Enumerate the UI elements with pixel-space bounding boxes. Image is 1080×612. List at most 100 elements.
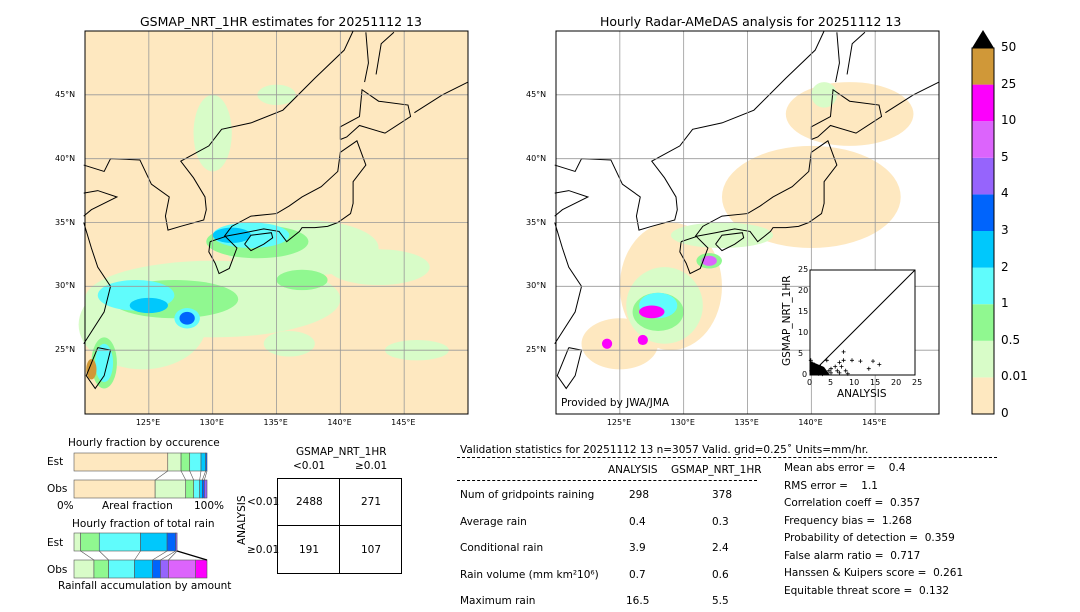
stat-analysis-value: 3.9	[629, 542, 646, 554]
fraction-bar-segment	[204, 479, 208, 499]
contingency-col-2: ≥0.01	[355, 460, 388, 472]
scatter-point	[850, 358, 854, 363]
fraction-bar-segment	[180, 452, 191, 472]
colorbar-label: 2	[1001, 259, 1009, 274]
stat-label: Conditional rain	[460, 542, 544, 554]
coastline	[85, 347, 112, 390]
right-map-title: Hourly Radar-AMeDAS analysis for 2025111…	[600, 14, 902, 29]
fraction-bar-segment	[160, 559, 169, 579]
fraction-connector	[202, 470, 206, 481]
coastline	[208, 235, 238, 275]
cell-hit: 107	[361, 544, 382, 556]
colorbar-segment	[972, 157, 994, 195]
lat-tick-label: 30°N	[526, 281, 547, 291]
lon-tick-label: 135°E	[263, 418, 288, 427]
table-divider	[277, 525, 401, 526]
lon-tick-label: 145°E	[391, 418, 416, 427]
coastline	[83, 190, 119, 217]
colorbar-segment	[972, 194, 994, 231]
stat-gsmap-value: 0.3	[712, 515, 729, 528]
lat-tick-label: 25°N	[526, 345, 547, 355]
scatter-ylabel: GSMAP_NRT_1HR	[781, 275, 793, 366]
colorbar-label: 10	[1001, 113, 1017, 128]
colorbar-label: 5	[1001, 149, 1009, 164]
scatter-y-tick: 5	[798, 349, 804, 358]
lon-tick-label: 140°E	[798, 418, 823, 427]
map-frame	[555, 30, 940, 415]
coastline	[715, 232, 745, 252]
lat-tick-label: 25°N	[55, 345, 76, 355]
credit-text: Provided by JWA/JMA	[561, 397, 670, 409]
coastline	[244, 232, 274, 252]
scatter-y-tick: 20	[798, 286, 809, 295]
lon-tick-label: 130°E	[670, 418, 695, 427]
scatter-x-tick: 0	[807, 378, 813, 387]
lon-tick-label: 125°E	[135, 418, 161, 427]
rain-area	[327, 249, 430, 286]
stats-col-gsmap: GSMAP_NRT_1HR	[671, 464, 762, 476]
fraction-bar-segment	[166, 532, 177, 552]
map-frame	[84, 30, 469, 415]
rain-area	[701, 255, 717, 266]
fraction-connector	[80, 550, 95, 561]
scatter-point	[845, 371, 850, 376]
scatter-y-tick: 10	[798, 328, 809, 337]
colorbar-frame	[971, 47, 995, 415]
scatter-point	[841, 358, 846, 363]
contingency-col-1: <0.01	[293, 460, 326, 472]
colorbar-segment	[972, 84, 994, 122]
rain-area	[95, 343, 114, 383]
colorbar-label: 0.01	[1001, 369, 1028, 384]
stat-analysis-value: 298	[629, 489, 650, 501]
stat-analysis-value: 0.7	[629, 568, 646, 581]
coastline	[364, 32, 369, 83]
fraction-bar-segment	[205, 452, 208, 472]
scatter-y-tick: 0	[802, 370, 808, 379]
scatter-point	[829, 366, 833, 371]
score-text: Probability of detection = 0.359	[784, 532, 955, 544]
cell-hit-none: 2488	[296, 496, 323, 508]
coastline	[835, 32, 840, 83]
stat-analysis-value: 0.4	[629, 515, 646, 528]
stats-col-analysis: ANALYSIS	[608, 464, 658, 476]
scatter-point	[877, 362, 882, 367]
total-rain-title: Hourly fraction of total rain	[72, 518, 215, 530]
lat-tick-label: 40°N	[55, 153, 76, 163]
scatter-point	[826, 368, 831, 373]
colorbar-segment	[972, 121, 994, 158]
stat-label: Rain volume (mm km²10⁶)	[460, 568, 599, 581]
fraction-connector	[160, 550, 176, 561]
lat-tick-label: 45°N	[55, 89, 76, 99]
rain-area	[263, 331, 315, 357]
fraction-bar-segment	[200, 452, 206, 472]
stats-divider	[457, 457, 997, 458]
lon-tick-label: 135°E	[734, 418, 759, 427]
fraction-connector	[152, 550, 168, 561]
rain-xlabel: Rainfall accumulation by amount	[58, 580, 232, 592]
scatter-xlabel: ANALYSIS	[837, 388, 887, 400]
coastline	[556, 347, 583, 390]
fraction-bar-segment	[134, 559, 153, 579]
stat-analysis-value: 16.5	[626, 595, 650, 607]
stats-header: Validation statistics for 20251112 13 n=…	[460, 444, 869, 456]
lon-tick-label: 130°E	[199, 418, 224, 427]
rain-obs-label: Obs	[47, 564, 68, 576]
contingency-row-1: <0.01	[247, 496, 280, 508]
lon-tick-label: 145°E	[862, 418, 887, 427]
coastline	[554, 30, 825, 231]
scatter-y-tick: 25	[798, 265, 809, 274]
colorbar-label: 4	[1001, 186, 1009, 201]
fraction-connector	[134, 550, 141, 561]
occ-xlabel: Areal fraction	[102, 500, 173, 512]
stat-label: Maximum rain	[460, 595, 536, 607]
scatter-point	[841, 349, 846, 354]
scatter-x-tick: 25	[912, 378, 923, 387]
lat-tick-label: 40°N	[526, 153, 547, 163]
fraction-connector	[199, 470, 202, 481]
scatter-point	[824, 358, 829, 363]
scatter-point	[833, 364, 838, 369]
fraction-bar-segment	[195, 559, 208, 579]
fraction-connector	[176, 550, 208, 561]
rain-area	[638, 305, 665, 319]
scatter-point	[866, 366, 871, 371]
